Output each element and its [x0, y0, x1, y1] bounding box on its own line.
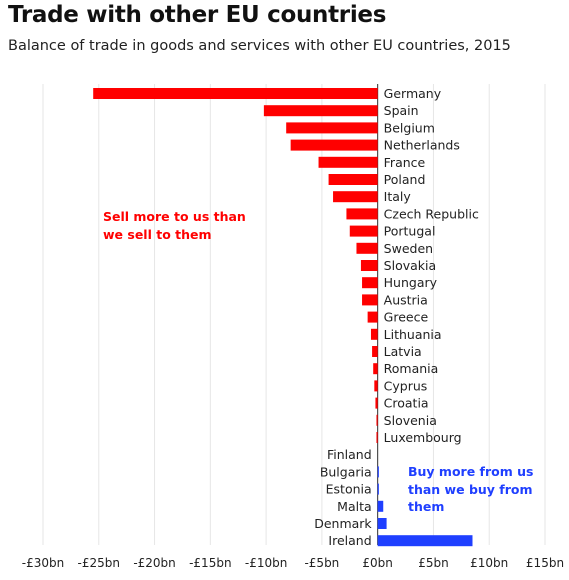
category-label: Italy — [384, 189, 412, 204]
bar-poland — [328, 174, 378, 185]
x-tick-label: -£15bn — [189, 556, 231, 570]
annotation-negative-line2: we sell to them — [103, 227, 212, 242]
category-label: Romania — [384, 361, 439, 376]
category-label: Denmark — [314, 516, 372, 531]
x-tick-label: -£5bn — [304, 556, 339, 570]
category-label: Finland — [327, 447, 372, 462]
bar-sweden — [356, 242, 378, 254]
bar-austria — [362, 294, 378, 306]
x-tick-label: £5bn — [418, 556, 449, 570]
bar-netherlands — [290, 139, 378, 151]
category-label: Cyprus — [384, 378, 428, 393]
x-tick-label: -£30bn — [22, 556, 64, 570]
bar-slovenia — [376, 414, 378, 426]
x-axis-ticks: -£30bn -£25bn -£20bn -£15bn -£10bn -£5bn £0bn £… — [22, 556, 564, 570]
bar-spain — [263, 105, 378, 117]
bar-czech-republic — [346, 208, 378, 220]
x-tick-label: -£25bn — [78, 556, 120, 570]
bar-estonia — [377, 483, 379, 495]
bar-slovakia — [360, 260, 378, 271]
annotation-negative-line1: Sell more to us than — [103, 209, 246, 224]
annotation-positive-line1: Buy more from us — [408, 464, 533, 479]
category-label: Lithuania — [384, 327, 442, 342]
category-label: Bulgaria — [320, 464, 372, 479]
category-label: Estonia — [326, 482, 372, 497]
x-tick-label: -£20bn — [133, 556, 175, 570]
bar-lithuania — [370, 328, 378, 340]
x-tick-label: £0bn — [362, 556, 393, 570]
category-label: Ireland — [328, 533, 371, 548]
category-label: Spain — [384, 103, 419, 118]
category-label: Portugal — [384, 224, 436, 239]
x-tick-label: -£10bn — [245, 556, 287, 570]
bar-denmark — [377, 518, 387, 529]
category-label: Slovenia — [384, 413, 437, 428]
x-tick-label: £10bn — [470, 556, 508, 570]
category-label: Poland — [384, 172, 426, 187]
category-label: Slovakia — [384, 258, 436, 273]
bar-cyprus — [374, 380, 378, 392]
bar-romania — [373, 363, 378, 375]
x-tick-label: £15bn — [526, 556, 564, 570]
annotation-positive-line3: them — [408, 499, 444, 514]
bar-croatia — [375, 397, 378, 409]
bar-malta — [377, 500, 384, 512]
bar-france — [318, 156, 378, 168]
category-labels: Germany Spain Belgium Netherlands France Pola… — [314, 86, 479, 548]
category-label: Germany — [384, 86, 442, 101]
bar-greece — [367, 311, 378, 323]
chart-subtitle: Balance of trade in goods and services w… — [8, 38, 511, 54]
category-label: Sweden — [384, 241, 433, 256]
category-label: Hungary — [384, 275, 438, 290]
bars — [93, 88, 473, 547]
category-label: Latvia — [384, 344, 422, 359]
category-label: Malta — [337, 499, 371, 514]
bar-portugal — [349, 225, 378, 237]
category-label: Greece — [384, 310, 429, 325]
bar-ireland — [377, 535, 473, 547]
chart-title: Trade with other EU countries — [8, 2, 387, 28]
category-label: Luxembourg — [384, 430, 462, 445]
bar-luxembourg — [376, 432, 378, 443]
bar-hungary — [362, 277, 378, 289]
category-label: Austria — [384, 292, 428, 307]
category-label: Netherlands — [384, 138, 460, 153]
bar-bulgaria — [377, 466, 379, 478]
bar-latvia — [372, 346, 378, 357]
category-label: Croatia — [384, 396, 429, 411]
bar-germany — [93, 88, 378, 99]
bar-italy — [333, 191, 378, 203]
annotation-positive-line2: than we buy from — [408, 482, 533, 497]
category-label: France — [384, 155, 426, 170]
category-label: Belgium — [384, 120, 435, 135]
bar-belgium — [286, 122, 378, 134]
category-label: Czech Republic — [384, 206, 479, 221]
